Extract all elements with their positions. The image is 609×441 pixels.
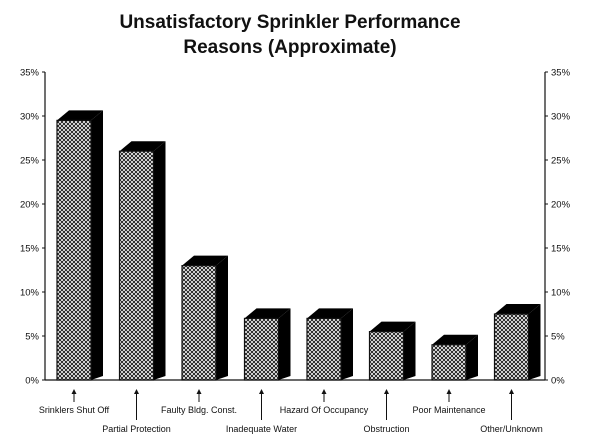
- category-pointer-arrow: [446, 389, 452, 394]
- y-tick-label-left: 10%: [20, 288, 40, 299]
- category-pointer-arrow: [259, 389, 264, 394]
- bar: [243, 308, 291, 381]
- chart-title-line2: Reasons (Approximate): [183, 37, 396, 58]
- bar: [493, 304, 541, 381]
- bar: [368, 321, 416, 381]
- bar-front: [118, 150, 155, 381]
- y-tick-label-right: 35%: [551, 68, 571, 79]
- category-label: Partial Protection: [102, 424, 171, 434]
- bar-side: [153, 141, 166, 380]
- y-tick-label-right: 15%: [551, 244, 571, 255]
- bar-top: [494, 304, 541, 314]
- bar-front: [306, 317, 342, 381]
- category-label: Hazard Of Occupancy: [280, 405, 369, 415]
- bar-front: [243, 317, 280, 381]
- left-tick-labels: 0% 5% 10% 15% 20% 25% 30% 35%: [20, 68, 45, 387]
- bar: [118, 141, 166, 381]
- bars: [56, 110, 541, 381]
- bar: [431, 334, 478, 381]
- y-tick-label-right: 25%: [551, 156, 571, 167]
- bar-side: [216, 255, 228, 380]
- bar-top: [182, 255, 228, 266]
- category-label: Other/Unknown: [480, 424, 543, 434]
- y-tick-label-right: 20%: [551, 200, 571, 211]
- category-label: Inadequate Water: [226, 424, 297, 434]
- bar: [306, 308, 353, 381]
- category-label: Obstruction: [363, 424, 409, 434]
- y-tick-label-right: 5%: [551, 332, 565, 343]
- y-tick-label-right: 30%: [551, 112, 571, 123]
- bar-top: [57, 110, 103, 121]
- y-tick-label-left: 25%: [20, 156, 40, 167]
- y-tick-label-left: 35%: [20, 68, 40, 79]
- category-pointer-arrow: [196, 389, 202, 394]
- category-pointer-arrow: [509, 389, 514, 394]
- bar-side: [91, 110, 103, 381]
- bar-top: [369, 321, 416, 332]
- category-label: Poor Maintenance: [412, 405, 485, 415]
- bar-front: [368, 331, 405, 381]
- category-pointer-arrow: [384, 389, 389, 394]
- bar-side: [403, 321, 416, 380]
- bar-front: [493, 313, 530, 381]
- bar-front: [181, 265, 217, 381]
- chart-title-line1: Unsatisfactory Sprinkler Performance: [119, 12, 460, 33]
- bar-side: [278, 308, 291, 380]
- bar-side: [528, 304, 541, 380]
- category-pointer-arrow: [71, 389, 77, 394]
- y-tick-label-left: 20%: [20, 200, 40, 211]
- bar-top: [432, 334, 478, 345]
- y-tick-label-left: 30%: [20, 112, 40, 123]
- bar-front: [56, 119, 92, 381]
- bar-side: [341, 308, 353, 380]
- right-tick-labels: 0% 5% 10% 15% 20% 25% 30% 35%: [545, 68, 571, 387]
- y-tick-label-left: 15%: [20, 244, 40, 255]
- y-tick-label-right: 0%: [551, 376, 565, 387]
- category-pointer-arrow: [134, 389, 139, 394]
- y-tick-label-left: 0%: [25, 376, 39, 387]
- bar-top: [307, 308, 353, 319]
- category-pointer-arrow: [321, 389, 327, 394]
- bar-front: [431, 344, 467, 381]
- bar-top: [119, 141, 166, 152]
- category-label: Srinklers Shut Off: [39, 405, 110, 415]
- category-labels: Srinklers Shut Off Partial Protection Faul…: [39, 389, 543, 434]
- y-tick-label-right: 10%: [551, 288, 571, 299]
- bar-side: [466, 334, 478, 380]
- category-label: Faulty Bldg. Const.: [161, 405, 237, 415]
- bar-top: [244, 308, 291, 319]
- y-tick-label-left: 5%: [25, 332, 39, 343]
- bar: [56, 110, 103, 381]
- bar: [181, 255, 228, 381]
